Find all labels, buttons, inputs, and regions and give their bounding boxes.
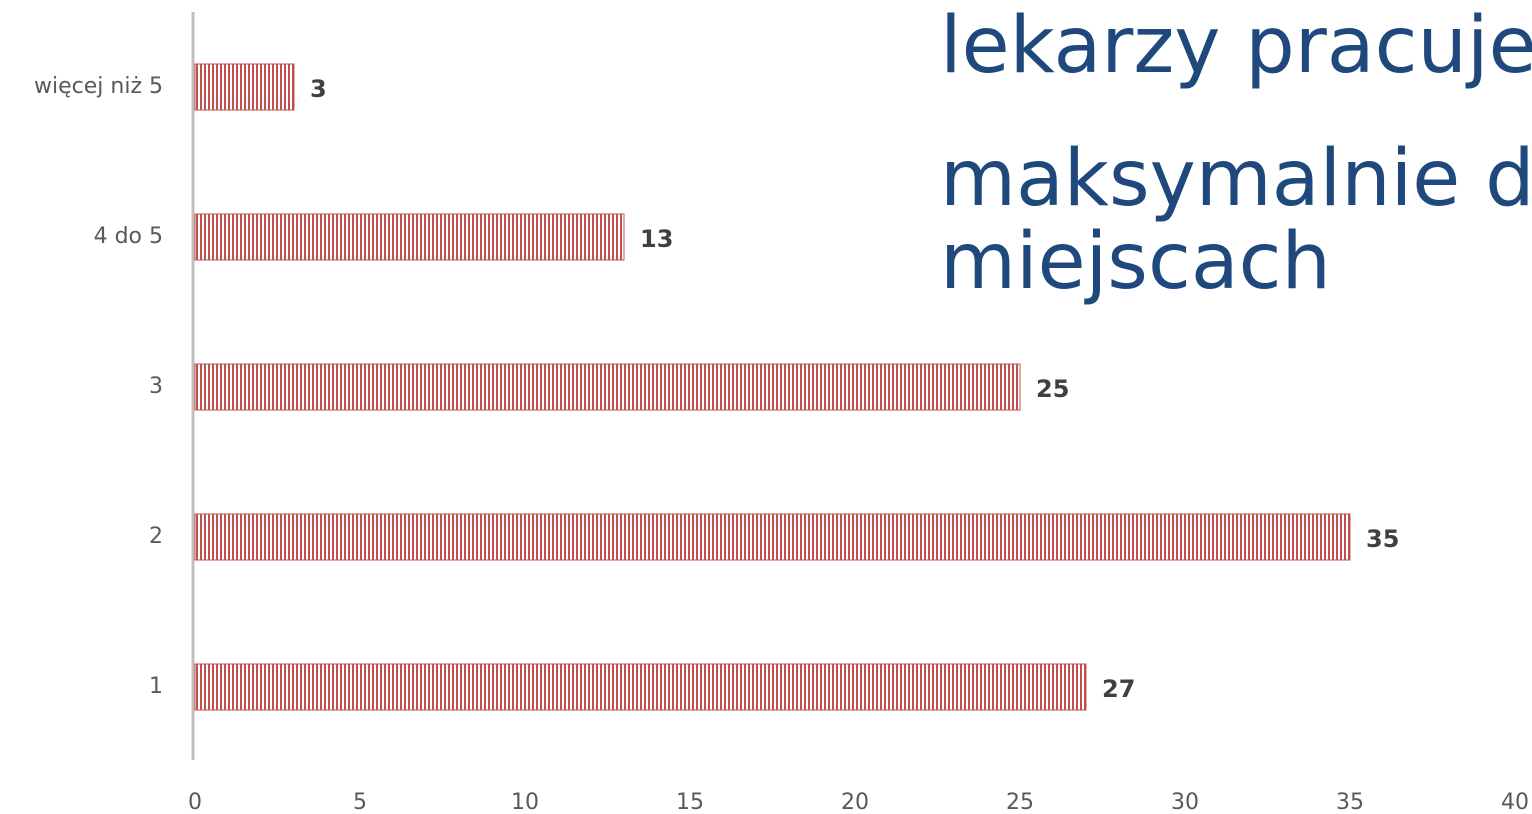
bar (194, 363, 1021, 411)
x-tick-label: 35 (1336, 790, 1364, 814)
x-tick-label: 30 (1171, 790, 1199, 814)
y-tick-label: 2 (149, 524, 163, 549)
bar (194, 663, 1087, 711)
x-tick-label: 25 (1006, 790, 1034, 814)
x-tick-label: 0 (188, 790, 202, 814)
annotation: maksymalnie dw (940, 134, 1532, 224)
y-tick-label: więcej niż 5 (34, 74, 163, 99)
data-label: 25 (1036, 375, 1069, 403)
x-tick-label: 20 (841, 790, 869, 814)
annotation: lekarzy pracuje (940, 1, 1532, 91)
x-tick-label: 40 (1501, 790, 1529, 814)
y-tick-label: 3 (149, 374, 163, 399)
data-label: 27 (1102, 675, 1135, 703)
annotation: miejscach (940, 217, 1331, 307)
bar (194, 63, 295, 111)
x-tick-label: 5 (353, 790, 367, 814)
y-tick-label: 1 (149, 674, 163, 699)
data-label: 13 (640, 225, 673, 253)
bar (194, 513, 1351, 561)
x-tick-label: 10 (511, 790, 539, 814)
data-label: 35 (1366, 525, 1399, 553)
y-tick-label: 4 do 5 (94, 224, 163, 249)
x-tick-label: 15 (676, 790, 704, 814)
bar (194, 213, 625, 261)
data-label: 3 (310, 75, 327, 103)
